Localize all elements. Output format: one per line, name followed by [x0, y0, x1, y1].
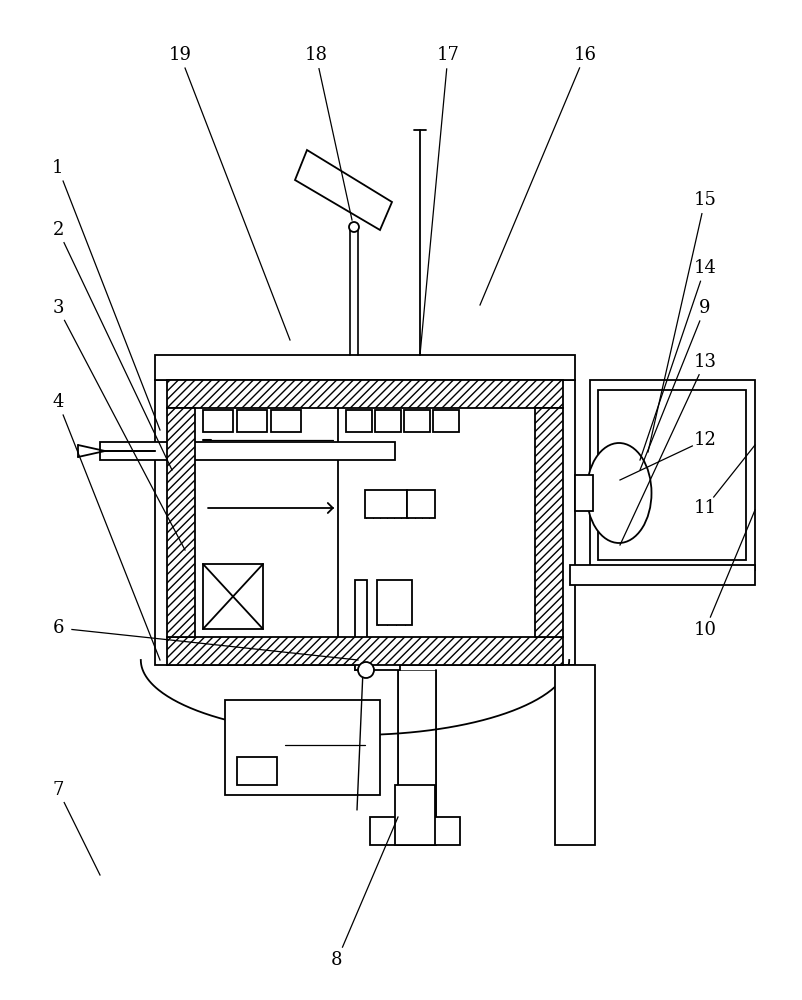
Bar: [598, 390, 746, 560]
Bar: [100, 442, 395, 460]
Text: 12: 12: [694, 431, 716, 449]
Bar: [570, 565, 755, 585]
Bar: [225, 700, 380, 795]
Text: 15: 15: [694, 191, 716, 209]
Text: 16: 16: [573, 46, 597, 64]
Text: 4: 4: [52, 393, 63, 411]
Bar: [403, 410, 430, 432]
Bar: [355, 658, 400, 670]
Text: 17: 17: [436, 46, 460, 64]
Bar: [167, 637, 563, 665]
Bar: [375, 410, 401, 432]
Bar: [433, 410, 459, 432]
Text: 8: 8: [331, 951, 342, 969]
Circle shape: [349, 222, 359, 232]
Text: 7: 7: [52, 781, 63, 799]
Ellipse shape: [586, 443, 651, 543]
Bar: [535, 408, 563, 637]
Bar: [237, 757, 277, 785]
Bar: [167, 380, 563, 408]
Bar: [167, 408, 195, 637]
Circle shape: [358, 662, 374, 678]
Text: 14: 14: [694, 259, 716, 277]
Bar: [395, 785, 435, 845]
Bar: [398, 670, 436, 845]
Bar: [590, 380, 755, 570]
Bar: [237, 410, 267, 432]
Bar: [155, 355, 575, 380]
Text: 13: 13: [694, 353, 716, 371]
Bar: [365, 490, 407, 518]
Bar: [346, 410, 372, 432]
Text: 19: 19: [168, 46, 192, 64]
Bar: [203, 410, 233, 432]
Bar: [555, 665, 595, 845]
Text: 18: 18: [305, 46, 327, 64]
Text: 9: 9: [699, 299, 711, 317]
Text: 3: 3: [52, 299, 63, 317]
Bar: [377, 580, 411, 625]
Text: 6: 6: [52, 619, 63, 637]
Text: 11: 11: [694, 499, 716, 517]
Bar: [271, 410, 301, 432]
Text: 2: 2: [52, 221, 63, 239]
Bar: [370, 817, 460, 845]
Text: 10: 10: [694, 621, 716, 639]
Bar: [155, 380, 575, 665]
Bar: [203, 564, 263, 629]
Bar: [407, 490, 435, 518]
Text: 1: 1: [52, 159, 63, 177]
Bar: [355, 580, 367, 670]
Bar: [575, 475, 593, 511]
Polygon shape: [295, 150, 392, 230]
